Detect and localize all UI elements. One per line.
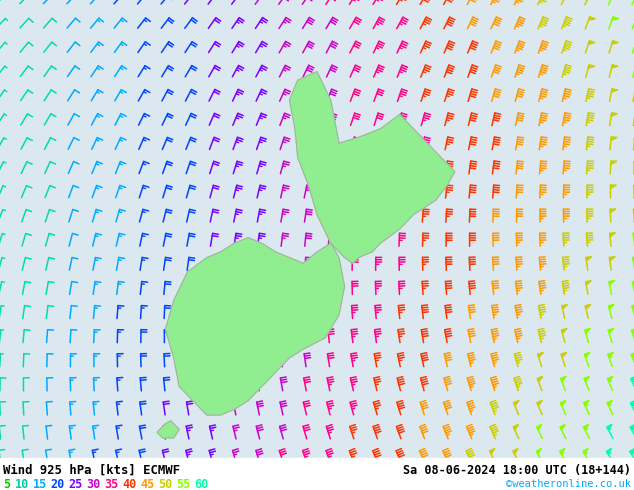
Text: 5: 5 — [3, 478, 10, 490]
Text: 25: 25 — [68, 478, 83, 490]
Text: Wind 925 hPa [kts] ECMWF: Wind 925 hPa [kts] ECMWF — [3, 464, 180, 477]
Polygon shape — [607, 400, 612, 406]
Polygon shape — [607, 448, 612, 454]
Polygon shape — [583, 424, 588, 430]
Polygon shape — [514, 400, 519, 406]
Polygon shape — [536, 448, 541, 454]
Polygon shape — [612, 65, 618, 68]
Text: 35: 35 — [105, 478, 119, 490]
Polygon shape — [537, 400, 543, 406]
Polygon shape — [609, 304, 614, 309]
Polygon shape — [630, 424, 634, 430]
Polygon shape — [611, 113, 618, 116]
Polygon shape — [588, 65, 595, 68]
Polygon shape — [607, 424, 612, 430]
Polygon shape — [610, 209, 616, 213]
Polygon shape — [632, 280, 634, 285]
Polygon shape — [561, 376, 566, 382]
Polygon shape — [611, 89, 618, 92]
Polygon shape — [584, 376, 590, 382]
Polygon shape — [513, 448, 518, 454]
Polygon shape — [538, 352, 543, 358]
Polygon shape — [562, 304, 567, 309]
Polygon shape — [608, 352, 613, 358]
Polygon shape — [586, 257, 592, 261]
Polygon shape — [630, 448, 634, 454]
Text: ©weatheronline.co.uk: ©weatheronline.co.uk — [506, 479, 631, 489]
Polygon shape — [585, 304, 591, 309]
Polygon shape — [588, 17, 595, 20]
Polygon shape — [290, 72, 455, 263]
Polygon shape — [611, 161, 617, 165]
Text: 20: 20 — [51, 478, 65, 490]
Text: 30: 30 — [86, 478, 101, 490]
Polygon shape — [631, 352, 634, 358]
Bar — [0, 458, 634, 490]
Polygon shape — [560, 448, 565, 454]
Polygon shape — [633, 257, 634, 261]
Text: 55: 55 — [176, 478, 191, 490]
Polygon shape — [560, 424, 566, 430]
Polygon shape — [611, 137, 617, 140]
Polygon shape — [538, 376, 543, 382]
Polygon shape — [157, 421, 179, 438]
Polygon shape — [610, 233, 616, 237]
Polygon shape — [611, 185, 616, 189]
Polygon shape — [631, 328, 634, 333]
Polygon shape — [612, 17, 619, 20]
Polygon shape — [612, 41, 618, 44]
Polygon shape — [489, 448, 495, 454]
Polygon shape — [607, 376, 613, 382]
Polygon shape — [560, 400, 566, 406]
Text: 10: 10 — [15, 478, 29, 490]
Polygon shape — [584, 400, 589, 406]
Polygon shape — [631, 376, 634, 382]
Text: Sa 08-06-2024 18:00 UTC (18+144): Sa 08-06-2024 18:00 UTC (18+144) — [403, 464, 631, 477]
Polygon shape — [165, 238, 344, 415]
Polygon shape — [632, 304, 634, 309]
Polygon shape — [633, 233, 634, 237]
Text: 50: 50 — [158, 478, 172, 490]
Polygon shape — [608, 328, 614, 333]
Polygon shape — [562, 328, 567, 333]
Polygon shape — [585, 328, 590, 333]
Polygon shape — [609, 280, 615, 285]
Polygon shape — [514, 424, 519, 430]
Polygon shape — [631, 400, 634, 406]
Text: 40: 40 — [122, 478, 137, 490]
Text: 15: 15 — [32, 478, 47, 490]
Polygon shape — [609, 257, 615, 261]
Polygon shape — [583, 448, 588, 454]
Polygon shape — [585, 352, 590, 358]
Polygon shape — [588, 41, 595, 44]
Polygon shape — [537, 424, 542, 430]
Polygon shape — [561, 352, 567, 358]
Text: 60: 60 — [195, 478, 209, 490]
Polygon shape — [586, 281, 592, 285]
Text: 45: 45 — [141, 478, 155, 490]
